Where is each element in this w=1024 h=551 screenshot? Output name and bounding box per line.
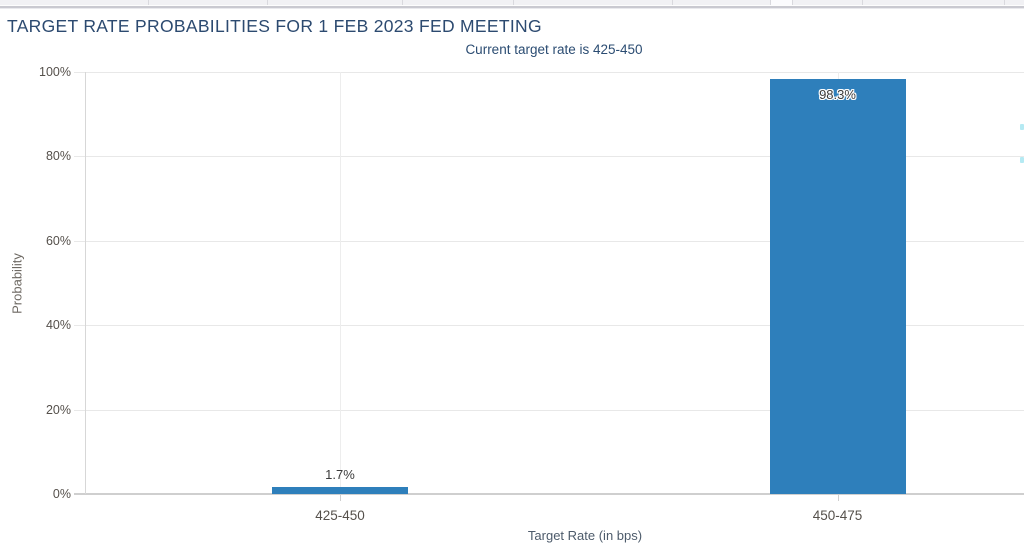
- table-bottom-edge: [0, 0, 1024, 5]
- x-axis-title: Target Rate (in bps): [527, 528, 643, 543]
- probability-bar[interactable]: [769, 79, 906, 494]
- x-tick-label: 450-475: [812, 508, 863, 523]
- x-axis-line: [74, 493, 1024, 495]
- y-tick-label: 0%: [52, 487, 71, 501]
- y-tick-label: 100%: [39, 65, 71, 79]
- chart-subtitle: Current target rate is 425-450: [465, 42, 643, 57]
- table-column-divider: [148, 0, 149, 5]
- bar-value-label: 98.3%: [819, 87, 856, 103]
- table-cell-highlight: [771, 0, 792, 5]
- y-gridline: [74, 325, 1024, 327]
- y-gridline: [74, 409, 1024, 411]
- chart-title: TARGET RATE PROBABILITIES FOR 1 FEB 2023…: [7, 16, 542, 36]
- category-gridline: [340, 72, 341, 494]
- screen-edge-artifact: [1020, 157, 1024, 163]
- y-axis-line: [85, 72, 86, 494]
- screen-edge-artifact: [1020, 124, 1024, 130]
- probability-bar[interactable]: [272, 486, 408, 494]
- table-edge-border: [0, 8, 1024, 9]
- y-gridline: [74, 156, 1024, 158]
- bar-value-label: 1.7%: [325, 466, 355, 482]
- x-tick-mark: [340, 494, 341, 501]
- table-column-divider: [792, 0, 793, 5]
- table-column-divider: [513, 0, 514, 5]
- table-column-divider: [672, 0, 673, 5]
- table-column-divider: [862, 0, 863, 5]
- table-column-divider: [1004, 0, 1005, 5]
- x-tick-label: 425-450: [315, 508, 365, 523]
- y-gridline: [74, 240, 1024, 242]
- table-column-divider: [770, 0, 771, 5]
- y-gridline: [74, 72, 1024, 73]
- y-tick-label: 60%: [45, 233, 71, 248]
- table-edge-border: [0, 5, 1024, 6]
- table-edge-border: [0, 6, 1024, 8]
- x-tick-mark: [837, 494, 839, 501]
- y-tick-label: 80%: [45, 149, 71, 164]
- y-tick-label: 20%: [45, 402, 71, 417]
- y-tick-label: 40%: [45, 318, 71, 333]
- y-axis-title: Probability: [9, 253, 25, 314]
- table-column-divider: [267, 0, 268, 5]
- table-column-divider: [402, 0, 403, 5]
